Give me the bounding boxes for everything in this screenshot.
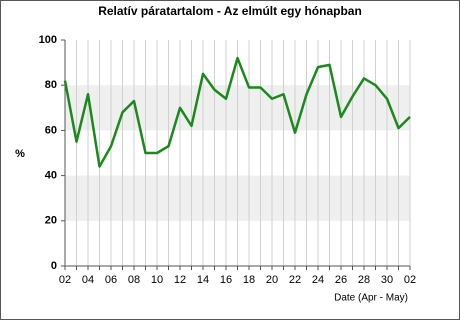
x-tick-label: 12 <box>174 274 186 286</box>
x-tick-label: 04 <box>82 274 94 286</box>
x-tick-label: 16 <box>220 274 232 286</box>
x-tick-label: 08 <box>128 274 140 286</box>
y-tick-label: 60 <box>45 124 57 136</box>
x-tick-label: 14 <box>197 274 209 286</box>
chart-title: Relatív páratartalom - Az elmúlt egy hón… <box>98 4 362 18</box>
x-tick-label: 10 <box>151 274 163 286</box>
x-tick-label: 20 <box>266 274 278 286</box>
y-tick-label: 0 <box>51 260 57 272</box>
y-tick-label: 80 <box>45 79 57 91</box>
y-tick-label: 100 <box>39 34 57 46</box>
x-tick-label: 24 <box>312 274 324 286</box>
y-tick-label: 20 <box>45 215 57 227</box>
x-tick-label: 26 <box>335 274 347 286</box>
x-tick-label: 22 <box>289 274 301 286</box>
y-tick-label: 40 <box>45 170 57 182</box>
x-tick-label: 06 <box>105 274 117 286</box>
x-tick-label: 02 <box>404 274 416 286</box>
x-tick-label: 28 <box>358 274 370 286</box>
y-axis-label: % <box>15 148 25 160</box>
x-tick-label: 02 <box>59 274 71 286</box>
x-tick-label: 30 <box>381 274 393 286</box>
x-tick-label: 18 <box>243 274 255 286</box>
x-axis-label: Date (Apr - May) <box>334 293 408 304</box>
line <box>63 56 411 168</box>
